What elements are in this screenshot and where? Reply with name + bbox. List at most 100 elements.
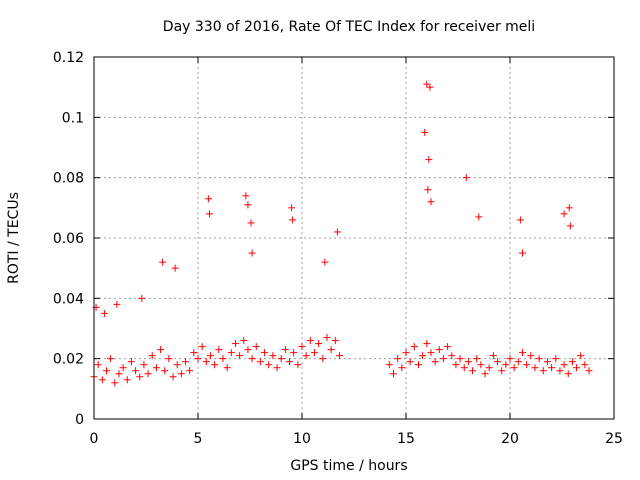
data-point bbox=[535, 355, 543, 363]
x-tick-label: 5 bbox=[194, 431, 203, 447]
data-point bbox=[240, 337, 248, 345]
axis-ticks: 0 5 10 15 20 25 0 0.02 0.04 0.06 0.08 0.1 0.12 bbox=[53, 50, 623, 447]
data-point bbox=[138, 294, 146, 302]
data-point bbox=[331, 337, 339, 345]
data-point bbox=[462, 174, 470, 182]
data-point bbox=[157, 346, 165, 354]
y-axis-label: ROTI / TECUs bbox=[6, 192, 22, 284]
data-point bbox=[460, 364, 468, 372]
data-point bbox=[421, 128, 429, 136]
data-point bbox=[244, 201, 252, 209]
y-tick-label: 0.1 bbox=[62, 110, 84, 126]
data-point bbox=[248, 355, 256, 363]
data-point bbox=[426, 83, 434, 91]
data-point bbox=[186, 367, 194, 375]
data-point bbox=[290, 349, 298, 357]
data-point bbox=[414, 361, 422, 369]
data-point bbox=[165, 355, 173, 363]
data-point bbox=[227, 349, 235, 357]
data-point bbox=[204, 195, 212, 203]
data-point bbox=[315, 340, 323, 348]
data-point bbox=[485, 364, 493, 372]
data-point bbox=[394, 355, 402, 363]
data-point bbox=[161, 367, 169, 375]
data-point bbox=[323, 334, 331, 342]
data-point bbox=[427, 349, 435, 357]
data-point bbox=[560, 361, 568, 369]
data-point bbox=[573, 364, 581, 372]
data-point bbox=[231, 340, 239, 348]
data-point bbox=[419, 352, 427, 360]
data-point bbox=[565, 204, 573, 212]
x-tick-label: 0 bbox=[90, 431, 99, 447]
data-point bbox=[531, 364, 539, 372]
data-point bbox=[136, 373, 144, 381]
data-point bbox=[502, 361, 510, 369]
data-point bbox=[527, 352, 535, 360]
data-point bbox=[423, 80, 431, 88]
data-point bbox=[585, 367, 593, 375]
data-points bbox=[90, 80, 593, 387]
data-point bbox=[219, 355, 227, 363]
data-point bbox=[102, 367, 110, 375]
y-tick-label: 0.08 bbox=[53, 171, 84, 187]
y-tick-label: 0.02 bbox=[53, 352, 84, 368]
data-point bbox=[294, 361, 302, 369]
data-point bbox=[469, 367, 477, 375]
data-point bbox=[265, 361, 273, 369]
data-point bbox=[577, 352, 585, 360]
data-point bbox=[335, 352, 343, 360]
data-point bbox=[94, 361, 102, 369]
data-point bbox=[152, 364, 160, 372]
data-point bbox=[556, 367, 564, 375]
y-tick-label: 0.06 bbox=[53, 231, 84, 247]
data-point bbox=[310, 349, 318, 357]
data-point bbox=[202, 358, 210, 366]
data-point bbox=[269, 352, 277, 360]
data-point bbox=[548, 364, 556, 372]
data-point bbox=[390, 370, 398, 378]
data-point bbox=[464, 358, 472, 366]
data-point bbox=[140, 361, 148, 369]
data-point bbox=[494, 358, 502, 366]
data-point bbox=[182, 358, 190, 366]
data-point bbox=[439, 355, 447, 363]
data-point bbox=[333, 228, 341, 236]
data-point bbox=[564, 370, 572, 378]
data-point bbox=[100, 309, 108, 317]
data-point bbox=[319, 355, 327, 363]
data-point bbox=[281, 346, 289, 354]
data-point bbox=[444, 343, 452, 351]
data-point bbox=[539, 367, 547, 375]
data-point bbox=[431, 358, 439, 366]
data-point bbox=[498, 367, 506, 375]
data-point bbox=[159, 258, 167, 266]
data-point bbox=[560, 210, 568, 218]
data-point bbox=[127, 358, 135, 366]
data-point bbox=[523, 361, 531, 369]
data-point bbox=[298, 343, 306, 351]
data-point bbox=[402, 349, 410, 357]
data-point bbox=[406, 358, 414, 366]
data-point bbox=[424, 186, 432, 194]
data-point bbox=[473, 355, 481, 363]
data-point bbox=[566, 222, 574, 230]
data-point bbox=[132, 367, 140, 375]
data-point bbox=[123, 376, 131, 384]
data-point bbox=[248, 249, 256, 257]
data-point bbox=[516, 216, 524, 224]
data-point bbox=[211, 361, 219, 369]
data-point bbox=[518, 249, 526, 257]
x-tick-label: 15 bbox=[397, 431, 415, 447]
data-point bbox=[194, 355, 202, 363]
data-point bbox=[205, 210, 213, 218]
data-point bbox=[173, 361, 181, 369]
data-point bbox=[568, 358, 576, 366]
data-point bbox=[543, 358, 551, 366]
data-point bbox=[252, 343, 260, 351]
grid-lines bbox=[94, 57, 614, 419]
x-tick-label: 10 bbox=[293, 431, 311, 447]
data-point bbox=[385, 361, 393, 369]
data-point bbox=[171, 264, 179, 272]
